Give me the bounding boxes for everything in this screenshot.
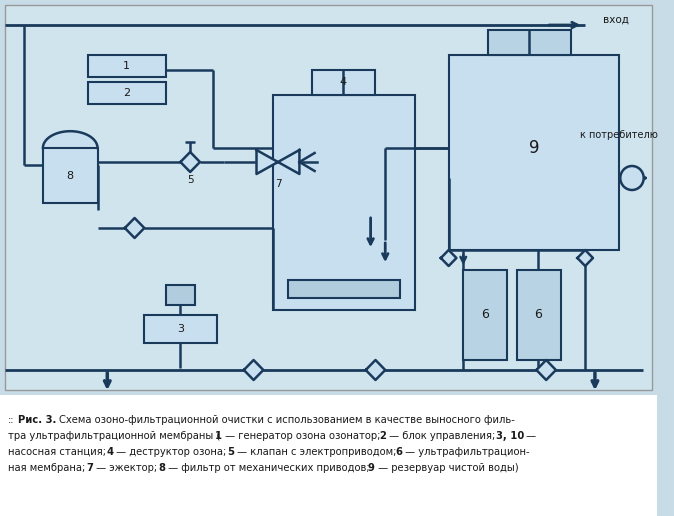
Text: — блок управления;: — блок управления; — [386, 431, 498, 441]
Text: — фильтр от механических приводов;: — фильтр от механических приводов; — [165, 463, 373, 473]
Text: — резервуар чистой воды): — резервуар чистой воды) — [375, 463, 518, 473]
Polygon shape — [578, 250, 593, 266]
Polygon shape — [181, 152, 200, 172]
Polygon shape — [125, 218, 144, 238]
Bar — [0, 395, 657, 516]
Text: 8: 8 — [67, 171, 73, 181]
Polygon shape — [43, 131, 98, 148]
Text: тра ультрафильтрационной мембраны (: тра ультрафильтрационной мембраны ( — [8, 431, 220, 441]
Text: 1: 1 — [215, 431, 222, 441]
Text: — эжектор;: — эжектор; — [93, 463, 160, 473]
Text: 2: 2 — [123, 88, 130, 98]
Bar — [517, 270, 561, 360]
Text: к потребителю: к потребителю — [580, 130, 658, 140]
Text: насосная станция;: насосная станция; — [8, 447, 109, 457]
Text: ::: :: — [8, 415, 14, 425]
Text: 3: 3 — [177, 324, 184, 334]
Text: Рис. 3.: Рис. 3. — [18, 415, 59, 425]
Text: —: — — [523, 431, 537, 441]
Polygon shape — [278, 150, 299, 174]
Text: 1: 1 — [123, 61, 130, 71]
Text: 9: 9 — [529, 139, 540, 157]
Text: — деструктор озона;: — деструктор озона; — [113, 447, 230, 457]
Circle shape — [620, 166, 644, 190]
Bar — [288, 280, 400, 298]
Bar — [88, 82, 166, 104]
Bar — [312, 70, 375, 95]
Bar — [5, 5, 652, 390]
Text: 6: 6 — [534, 309, 543, 321]
Polygon shape — [244, 360, 264, 380]
Polygon shape — [366, 360, 386, 380]
Bar — [488, 30, 571, 55]
Bar — [88, 55, 166, 77]
Bar — [144, 315, 218, 343]
Text: — клапан с электроприводом;: — клапан с электроприводом; — [234, 447, 399, 457]
Text: ная мембрана;: ная мембрана; — [8, 463, 88, 473]
Text: 6: 6 — [395, 447, 402, 457]
Text: 9: 9 — [368, 463, 375, 473]
Text: 4: 4 — [106, 447, 113, 457]
Text: 5: 5 — [187, 175, 193, 185]
Bar — [463, 270, 507, 360]
Text: 7: 7 — [274, 179, 281, 189]
Bar — [449, 55, 619, 250]
Bar — [166, 285, 195, 305]
Text: — ультрафильтрацион-: — ультрафильтрацион- — [402, 447, 530, 457]
Text: 7: 7 — [86, 463, 93, 473]
Text: 2: 2 — [379, 431, 386, 441]
Polygon shape — [537, 360, 556, 380]
Text: 5: 5 — [227, 447, 234, 457]
Text: 3, 10: 3, 10 — [495, 431, 524, 441]
Text: вход: вход — [603, 15, 629, 25]
Bar — [273, 95, 415, 310]
Bar — [43, 148, 98, 203]
Text: 6: 6 — [481, 309, 489, 321]
Polygon shape — [257, 150, 278, 174]
Text: 8: 8 — [158, 463, 166, 473]
Text: 4: 4 — [340, 77, 347, 87]
Text: — генератор озона озонатор;: — генератор озона озонатор; — [222, 431, 384, 441]
Text: Схема озоно-фильтрационной очистки с использованием в качестве выносного филь-: Схема озоно-фильтрационной очистки с исп… — [59, 415, 514, 425]
Polygon shape — [441, 250, 456, 266]
